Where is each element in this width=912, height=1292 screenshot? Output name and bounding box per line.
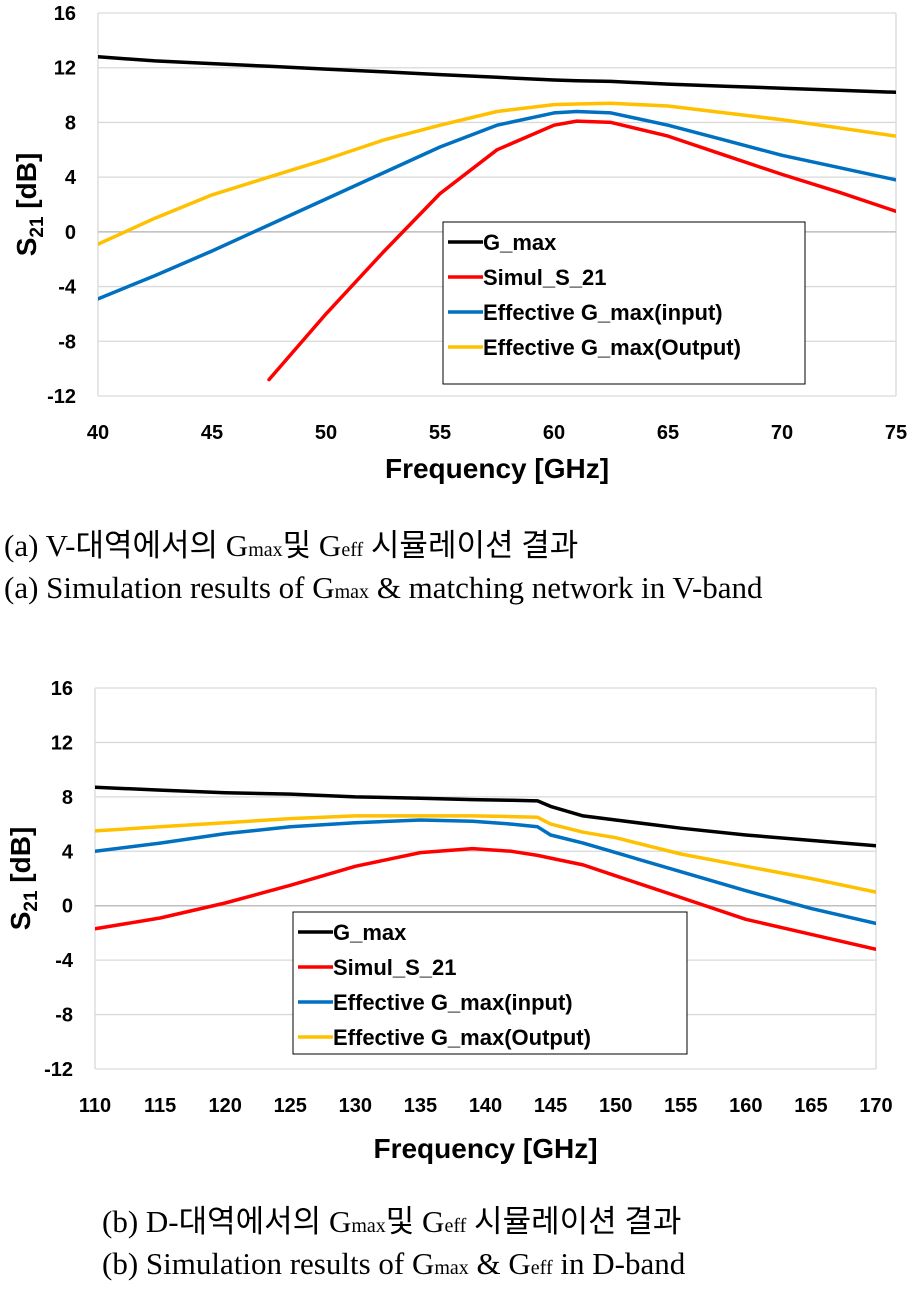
y-axis-title: S21 [dB] <box>5 827 42 931</box>
x-tick-label: 135 <box>404 1095 437 1117</box>
caption-a-korean: (a) V-대역에서의 Gmax및 Geff 시뮬레이션 결과 <box>4 528 579 563</box>
series-line-effective-g-max-input <box>98 109 896 301</box>
y-tick-label: -12 <box>44 1059 73 1081</box>
y-tick-label: 8 <box>65 112 76 134</box>
x-tick-label: 125 <box>274 1095 307 1117</box>
caption-a-english: (a) Simulation results of Gmax & matchin… <box>4 570 763 605</box>
x-tick-label: 115 <box>144 1095 176 1117</box>
y-tick-label: -12 <box>47 386 76 408</box>
series-line-effective-g-max-output <box>98 101 896 246</box>
y-tick-label: -4 <box>58 277 77 299</box>
series-line-g-max <box>95 785 876 848</box>
y-tick-label: 16 <box>51 678 73 700</box>
chart-d-band: -12 -8 -4 0 4 8 12 16 110 115 120 125 130 135 140 145 15… <box>5 678 893 1164</box>
y-tick-label: -4 <box>55 950 74 972</box>
x-tick-label: 155 <box>664 1095 697 1117</box>
chart-v-band: -12 -8 -4 0 4 8 12 16 40 45 50 55 60 65 70 75 Frequency … <box>11 3 907 484</box>
x-tick-label: 150 <box>599 1095 632 1117</box>
x-tick-label: 160 <box>729 1095 762 1117</box>
x-tick-label: 40 <box>87 422 109 444</box>
y-axis-title: S21 [dB] <box>11 153 48 257</box>
caption-b-english: (b) Simulation results of Gmax & Geff in… <box>102 1246 686 1281</box>
y-tick-label: 0 <box>62 896 73 918</box>
legend-label-effective-g-max-output: Effective G_max(Output) <box>333 1025 591 1050</box>
legend-box <box>292 911 688 1055</box>
x-tick-label: 120 <box>208 1095 241 1117</box>
x-tick-label: 45 <box>201 422 223 444</box>
series-line-simul-s-21 <box>267 119 896 382</box>
x-tick-label: 140 <box>469 1095 502 1117</box>
x-tick-label: 70 <box>771 422 793 444</box>
x-axis-title: Frequency [GHz] <box>385 453 609 484</box>
legend-label-effective-g-max-input: Effective G_max(input) <box>483 300 723 325</box>
y-tick-label: 4 <box>65 167 77 189</box>
x-tick-label: 170 <box>859 1095 892 1117</box>
x-tick-label: 165 <box>794 1095 827 1117</box>
x-tick-label: 75 <box>885 422 907 444</box>
x-tick-label: 50 <box>315 422 337 444</box>
y-tick-label: 16 <box>54 3 76 25</box>
y-tick-label: -8 <box>55 1005 73 1027</box>
y-tick-label: 12 <box>54 58 76 80</box>
x-tick-label: 55 <box>429 422 451 444</box>
series-line-effective-g-max-input <box>95 818 876 926</box>
x-tick-label: 145 <box>534 1095 567 1117</box>
y-tick-label: 8 <box>62 787 73 809</box>
series-line-simul-s-21 <box>95 846 876 952</box>
x-tick-label: 110 <box>79 1095 111 1117</box>
legend-label-g-max: G_max <box>333 920 407 945</box>
legend-box <box>442 221 806 385</box>
series-line-g-max <box>98 55 896 95</box>
y-tick-label: 0 <box>65 222 76 244</box>
x-tick-label: 65 <box>657 422 679 444</box>
y-tick-label: -8 <box>58 331 76 353</box>
x-axis-title: Frequency [GHz] <box>373 1133 597 1164</box>
x-tick-label: 130 <box>339 1095 372 1117</box>
legend-label-g-max: G_max <box>483 230 557 255</box>
caption-b-korean: (b) D-대역에서의 Gmax및 Geff 시뮬레이션 결과 <box>102 1204 682 1239</box>
legend-label-effective-g-max-input: Effective G_max(input) <box>333 990 573 1015</box>
x-tick-label: 60 <box>543 422 565 444</box>
y-tick-label: 4 <box>62 841 74 863</box>
series-line-effective-g-max-output <box>95 814 876 894</box>
y-tick-label: 12 <box>51 732 73 754</box>
legend-label-simul-s-21: Simul_S_21 <box>483 265 607 290</box>
legend-label-effective-g-max-output: Effective G_max(Output) <box>483 335 741 360</box>
legend-label-simul-s-21: Simul_S_21 <box>333 955 457 980</box>
